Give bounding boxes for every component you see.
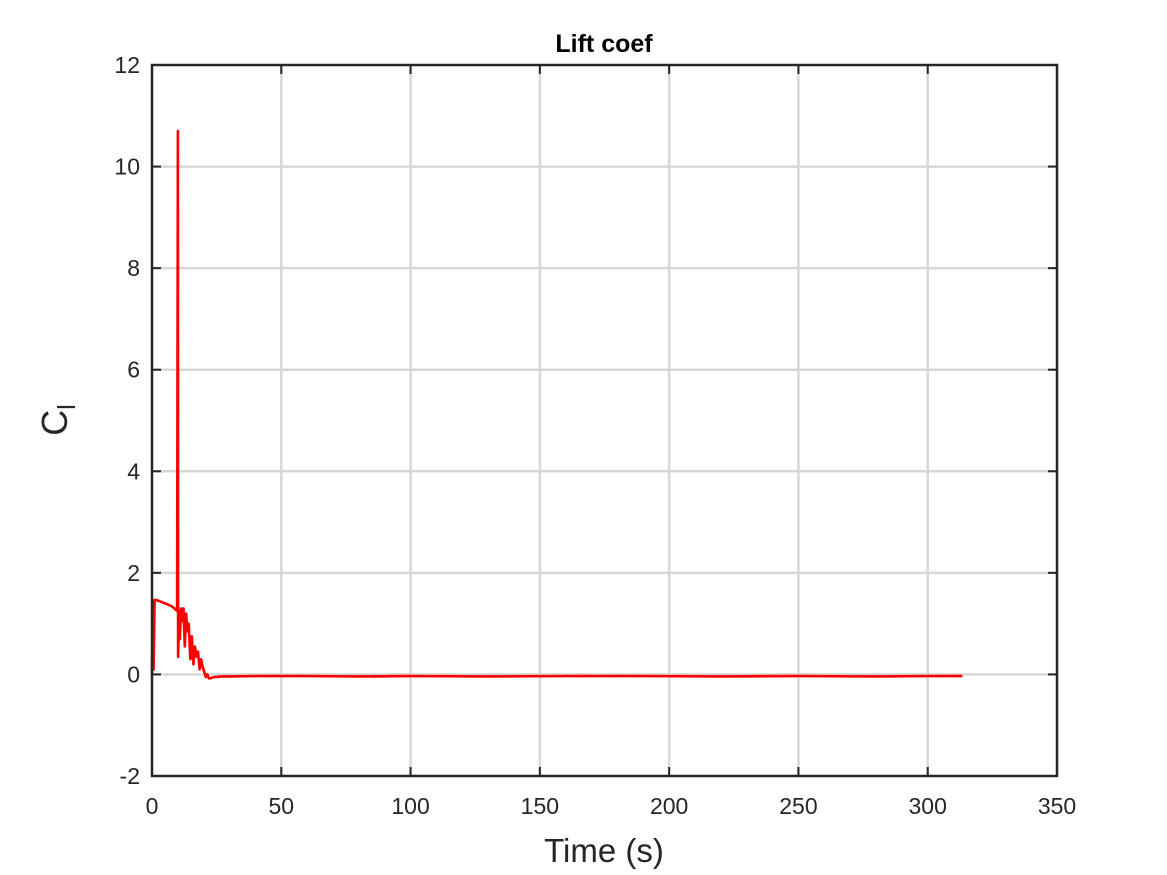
y-tick-label: 2 [127,560,140,586]
y-tick-label: 8 [127,255,140,281]
x-tick-label: 100 [391,793,429,819]
y-tick-labels: -2 0 2 4 6 8 10 12 [114,52,140,789]
y-tick-label: 12 [114,52,140,78]
y-axis-label-subscript: l [53,404,81,410]
y-tick-label: 0 [127,661,140,687]
x-tick-label: 250 [779,793,817,819]
x-tick-labels: 0 50 100 150 200 250 300 350 [146,793,1077,819]
y-axis-label: Cl [34,404,81,436]
x-tick-label: 300 [909,793,947,819]
y-tick-label: 4 [127,458,140,484]
ticks [151,64,1058,777]
x-tick-label: 0 [146,793,159,819]
x-tick-label: 150 [521,793,559,819]
grid [152,65,1057,776]
x-tick-label: 50 [268,793,294,819]
y-tick-label: 6 [127,357,140,383]
y-axis-label-main: C [34,410,75,436]
series-noise-band-0 [216,674,962,678]
x-tick-label: 200 [650,793,688,819]
series-layer [150,129,963,680]
x-tick-label: 350 [1038,793,1076,819]
plot-frame [150,63,1059,778]
y-tick-label: -2 [120,763,140,789]
chart-title: Lift coef [555,30,653,58]
y-tick-label: 10 [114,154,140,180]
x-axis-label: Time (s) [544,832,664,869]
